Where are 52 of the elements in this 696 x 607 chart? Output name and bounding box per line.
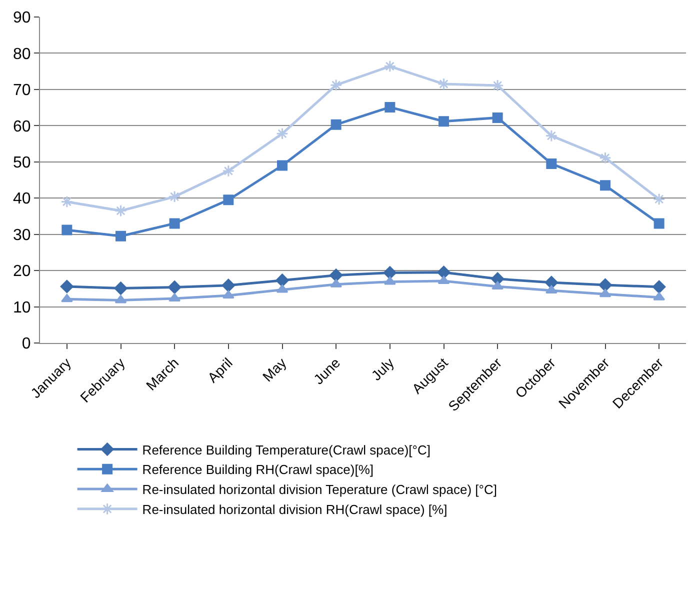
point [329,268,343,282]
point [545,130,558,142]
y-tick-label: 30 [13,226,31,244]
legend-label: Reference Building Temperature(Crawl space)[°C] [142,442,431,458]
point [652,193,666,206]
point [222,278,236,292]
point [222,290,234,299]
point [599,152,612,164]
point [384,60,396,72]
point [438,116,449,127]
legend-label: Re-insulated horizontal division RH(Crawl space) [%] [142,502,448,517]
point [276,274,289,287]
point [330,119,342,130]
point [384,102,396,112]
point [277,160,288,171]
point [654,218,664,229]
point [60,294,73,302]
point [223,194,234,206]
point [60,280,74,294]
point [114,204,127,217]
point [60,196,74,208]
y-tick-label: 40 [13,190,31,208]
point [652,280,666,294]
point [492,112,503,123]
y-tick-label: 90 [13,10,31,27]
legend-label: Reference Building RH(Crawl space)[%] [142,462,374,478]
point [598,278,612,292]
y-tick-label: 0 [22,336,31,353]
y-tick-label: 80 [13,46,31,63]
point [62,224,72,236]
point [169,218,180,229]
x-tick-label: July [368,354,397,384]
y-tick-label: 70 [13,82,31,100]
point [276,127,288,140]
point [116,230,126,242]
point [222,164,235,178]
point [438,276,450,284]
x-tick-label: May [259,354,290,385]
y-tick-label: 10 [13,299,31,316]
point [330,78,342,92]
y-tick-label: 60 [13,118,31,136]
point [599,288,612,298]
point [383,266,397,280]
legend-label: Re-insulated horizontal division Teperature (Crawl space) [°C] [142,482,497,498]
point [114,282,128,295]
point [546,158,557,169]
point [437,266,450,279]
y-tick-label: 20 [13,263,31,280]
point [600,180,610,191]
point [168,190,181,203]
y-tick-label: 50 [13,154,31,172]
point [168,280,182,294]
